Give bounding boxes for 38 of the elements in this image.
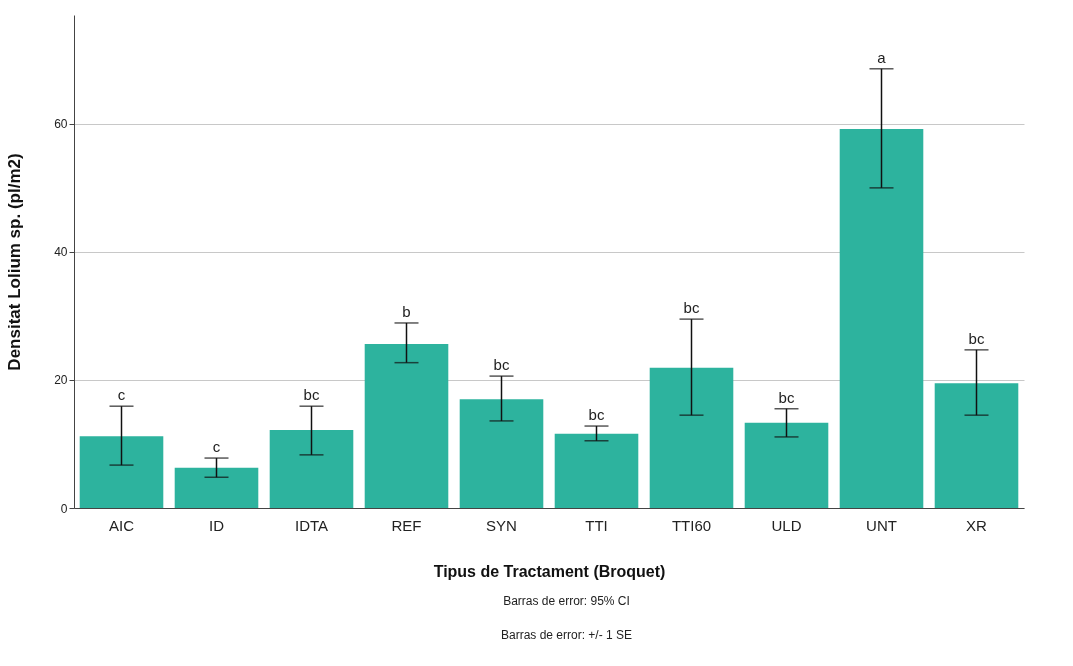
annotation: bc xyxy=(778,388,795,406)
y-tick-label: 60 xyxy=(54,117,68,132)
bar xyxy=(459,399,544,508)
x-tick-label: REF xyxy=(391,516,422,534)
y-tick-label: 0 xyxy=(60,501,68,516)
y-tick-label: 40 xyxy=(54,245,68,260)
x-tick-label: TTI60 xyxy=(671,516,712,534)
annotation: c xyxy=(212,438,221,456)
annotation: b xyxy=(402,302,411,320)
bar xyxy=(649,367,734,508)
bar xyxy=(174,467,259,508)
x-tick-label: UNT xyxy=(866,516,897,534)
x-tick-label: SYN xyxy=(486,516,517,534)
annotation: bc xyxy=(968,329,985,347)
x-tick-label: AIC xyxy=(108,516,135,534)
annotation: bc xyxy=(493,356,510,374)
y-axis-title: Densitat Lolium sp. (pl/m2) xyxy=(5,153,25,371)
bar xyxy=(934,383,1019,508)
bar xyxy=(554,433,639,508)
bar xyxy=(839,128,924,508)
x-tick-label: TTI xyxy=(585,516,608,534)
annotation: bc xyxy=(683,299,700,317)
x-tick-label: XR xyxy=(966,516,988,534)
bar xyxy=(744,422,829,508)
annotation: a xyxy=(877,48,887,66)
x-tick-label: IDTA xyxy=(294,516,329,534)
annotation: c xyxy=(117,386,126,404)
x-axis-title: Tipus de Tractament (Broquet) xyxy=(433,562,666,580)
x-tick-label: ID xyxy=(209,516,225,534)
annotation: bc xyxy=(303,386,320,404)
bar xyxy=(79,436,164,508)
text: Barras de error: 95% CI xyxy=(502,593,631,610)
bar xyxy=(269,429,354,508)
annotation: bc xyxy=(588,406,605,424)
x-tick-label: ULD xyxy=(771,516,802,534)
bar xyxy=(364,344,449,508)
y-tick-label: 20 xyxy=(54,373,68,388)
text: Barras de error: +/- 1 SE xyxy=(499,627,634,644)
